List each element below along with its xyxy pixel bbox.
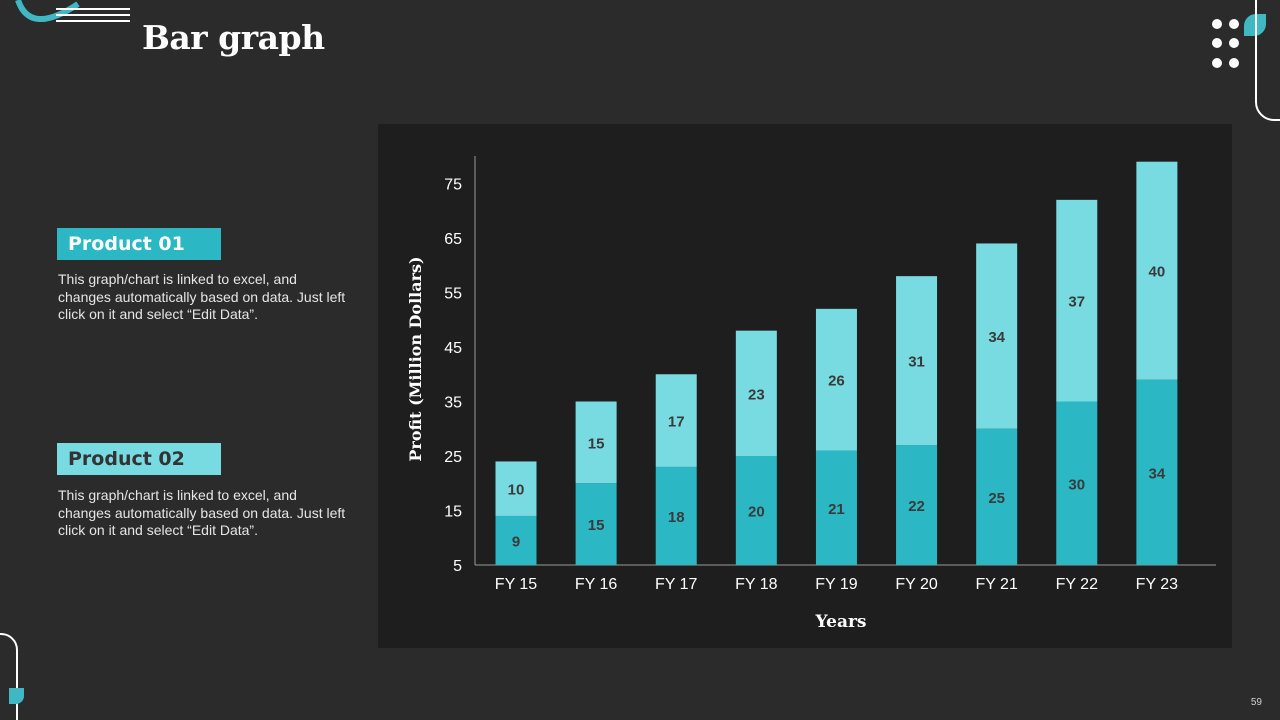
x-tick-label: FY 22 [1056, 576, 1099, 593]
y-tick-label: 15 [444, 504, 462, 521]
bar-product-02 [896, 276, 938, 446]
data-label: 34 [1149, 465, 1166, 482]
y-tick-label: 65 [444, 231, 462, 248]
bar-product-02 [815, 308, 857, 451]
x-tick-label: FY 19 [815, 576, 858, 593]
x-axis-title: Years [814, 612, 866, 632]
bar-product-01 [815, 450, 857, 565]
x-tick-label: FY 17 [655, 576, 698, 593]
bar-product-02 [495, 461, 537, 516]
bar-product-02 [575, 401, 617, 484]
bar-product-02 [1056, 199, 1098, 402]
data-label: 40 [1149, 264, 1166, 281]
x-tick-label: FY 23 [1136, 576, 1179, 593]
data-label: 23 [748, 386, 765, 403]
bar-product-01 [495, 515, 537, 565]
data-label: 37 [1068, 294, 1085, 311]
data-label: 15 [588, 435, 605, 452]
bar-product-01 [1136, 379, 1178, 565]
bottom-left-decoration [0, 632, 24, 720]
y-tick-label: 5 [453, 558, 462, 575]
data-label: 25 [988, 490, 1005, 507]
data-label: 30 [1068, 476, 1085, 493]
bar-product-01 [1056, 401, 1098, 565]
legend-product-01-description: This graph/chart is linked to excel, and… [58, 271, 346, 322]
bar-product-01 [976, 428, 1018, 565]
bar-product-02 [1136, 161, 1178, 380]
data-label: 10 [508, 482, 525, 499]
bar-product-02 [735, 330, 777, 456]
bar-chart: 5 15 25 35 45 55 65 75 9 10 FY 15 15 15 FY 16 18 17 FY 1… [406, 156, 1216, 632]
legend-product-02: Product 02 [57, 443, 221, 475]
x-tick-label: FY 20 [895, 576, 938, 593]
data-label: 22 [908, 498, 925, 515]
data-label: 9 [512, 533, 520, 550]
legend-product-01: Product 01 [57, 228, 221, 260]
data-label: 17 [668, 414, 685, 431]
x-tick-label: FY 18 [735, 576, 778, 593]
data-label: 20 [748, 504, 765, 521]
y-tick-label: 55 [444, 286, 462, 303]
legend-product-02-description: This graph/chart is linked to excel, and… [58, 487, 346, 538]
data-label: 31 [908, 354, 925, 371]
y-tick-label: 35 [444, 395, 462, 412]
top-left-swoosh [15, 0, 130, 22]
page-title: Bar graph [142, 18, 325, 57]
y-axis-title: Profit (Million Dollars) [406, 256, 425, 461]
page-number: 59 [1250, 697, 1262, 708]
data-label: 26 [828, 373, 845, 390]
x-tick-label: FY 21 [975, 576, 1018, 593]
bar-product-01 [575, 483, 617, 565]
x-tick-label: FY 16 [575, 576, 618, 593]
y-tick-label: 25 [444, 449, 462, 466]
data-label: 15 [588, 517, 605, 534]
data-label: 34 [988, 329, 1005, 346]
data-label: 21 [828, 501, 845, 518]
bar-product-02 [655, 374, 697, 467]
bar-product-01 [896, 445, 938, 565]
y-tick-label: 75 [444, 177, 462, 194]
bar-product-01 [735, 456, 777, 565]
data-label: 18 [668, 509, 685, 526]
x-tick-label: FY 15 [495, 576, 538, 593]
bar-product-01 [655, 466, 697, 565]
top-right-decoration [1212, 0, 1280, 121]
chart-panel: 5 15 25 35 45 55 65 75 9 10 FY 15 15 15 FY 16 18 17 FY 1… [378, 124, 1232, 648]
bar-product-02 [976, 243, 1018, 429]
y-tick-label: 45 [444, 340, 462, 357]
